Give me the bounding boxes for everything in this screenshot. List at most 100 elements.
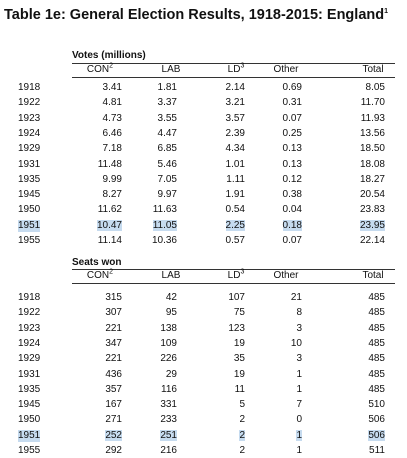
cell-value: 315 xyxy=(105,292,122,303)
cell-value: 6.85 xyxy=(157,143,177,155)
column-header: CON2 xyxy=(75,62,125,76)
cell: 1 xyxy=(252,384,302,396)
cell-value: 9.97 xyxy=(157,189,177,201)
cell: 0.07 xyxy=(252,235,302,247)
cell: 1.11 xyxy=(195,174,245,186)
cell-value: 5 xyxy=(239,399,245,411)
cell-value: 8.27 xyxy=(102,189,122,201)
column-header: LD3 xyxy=(211,269,261,282)
cell-value: 18.27 xyxy=(359,173,385,185)
cell-value: 485 xyxy=(368,353,385,365)
cell-value: 3.57 xyxy=(225,112,245,124)
rule xyxy=(72,77,395,78)
cell-value: 485 xyxy=(368,307,385,319)
column-header: LD3 xyxy=(211,63,261,76)
cell: 5 xyxy=(195,399,245,411)
cell: 0.54 xyxy=(195,204,245,216)
cell: 2.25 xyxy=(195,219,245,232)
row-year: 1945 xyxy=(18,189,41,201)
cell-value: 233 xyxy=(160,414,177,426)
cell-value: 19 xyxy=(233,337,245,349)
row-year: 1924 xyxy=(18,337,41,349)
cell: 18.27 xyxy=(335,174,385,186)
cell: 42 xyxy=(127,292,177,304)
cell: 10.36 xyxy=(127,235,177,247)
cell: 3 xyxy=(252,353,302,365)
cell: 216 xyxy=(127,445,177,457)
cell-value: 511 xyxy=(369,445,385,456)
cell: 11 xyxy=(195,384,245,396)
cell: 3.55 xyxy=(127,113,177,125)
cell: 485 xyxy=(335,369,385,381)
cell: 2.39 xyxy=(195,128,245,140)
rule xyxy=(72,283,395,284)
cell-value: 0.07 xyxy=(282,235,302,246)
cell: 0.25 xyxy=(252,128,302,140)
cell: 1 xyxy=(252,445,302,457)
cell-value: 1 xyxy=(296,368,302,380)
cell: 0.07 xyxy=(252,113,302,125)
cell: 485 xyxy=(335,307,385,319)
column-label: LD xyxy=(227,270,241,281)
cell: 1 xyxy=(252,429,302,442)
row-year: 1929 xyxy=(18,143,41,155)
cell: 2 xyxy=(195,445,245,457)
cell-value: 75 xyxy=(233,307,245,319)
cell-value: 2 xyxy=(239,445,245,456)
cell-value: 23.95 xyxy=(359,219,385,231)
cell: 511 xyxy=(335,445,385,457)
cell: 7.18 xyxy=(72,143,122,155)
column-label: Other xyxy=(273,64,299,75)
footnote-mark: 2 xyxy=(109,268,114,276)
cell: 0.57 xyxy=(195,235,245,247)
cell-value: 2.39 xyxy=(225,127,245,139)
cell-value: 485 xyxy=(368,322,385,334)
cell: 20.54 xyxy=(335,189,385,201)
cell: 226 xyxy=(127,353,177,365)
cell-value: 107 xyxy=(228,292,245,303)
cell-value: 11 xyxy=(234,383,245,395)
cell-value: 11.05 xyxy=(152,219,177,231)
cell-value: 3.41 xyxy=(102,82,122,93)
cell-value: 4.73 xyxy=(102,112,122,124)
table-title: Table 1e: General Election Results, 1918… xyxy=(4,7,388,23)
cell-value: 0.13 xyxy=(282,158,302,170)
cell: 506 xyxy=(335,414,385,426)
cell: 1.91 xyxy=(195,189,245,201)
column-header: Total xyxy=(348,270,398,282)
cell: 29 xyxy=(127,369,177,381)
cell-value: 7.18 xyxy=(102,143,122,155)
cell: 3.37 xyxy=(127,97,177,109)
cell: 0.38 xyxy=(252,189,302,201)
cell: 0.31 xyxy=(252,97,302,109)
cell: 8 xyxy=(252,307,302,319)
cell: 13.56 xyxy=(335,128,385,140)
cell: 11.05 xyxy=(127,219,177,232)
cell-value: 1.11 xyxy=(226,173,245,185)
cell: 23.95 xyxy=(335,219,385,232)
cell: 221 xyxy=(72,323,122,335)
cell: 8.05 xyxy=(335,82,385,94)
row-year: 1935 xyxy=(18,383,41,395)
cell-value: 11.48 xyxy=(97,158,122,170)
cell: 485 xyxy=(335,384,385,396)
column-label: LAB xyxy=(161,64,181,75)
cell-value: 22.14 xyxy=(359,235,385,246)
cell-value: 221 xyxy=(105,353,122,365)
cell-value: 11.70 xyxy=(360,97,385,109)
cell-value: 13.56 xyxy=(359,127,385,139)
cell-value: 7.05 xyxy=(157,173,177,185)
cell-value: 0.13 xyxy=(282,143,302,155)
row-year: 1955 xyxy=(18,445,41,456)
cell-value: 506 xyxy=(368,414,385,426)
cell: 221 xyxy=(72,353,122,365)
cell: 6.85 xyxy=(127,143,177,155)
cell: 2 xyxy=(195,429,245,442)
cell-value: 2.14 xyxy=(225,82,245,93)
footnote-mark: 2 xyxy=(109,62,114,70)
cell-value: 29 xyxy=(165,368,177,380)
cell-value: 10 xyxy=(290,337,302,349)
cell: 11.48 xyxy=(72,159,122,171)
cell: 109 xyxy=(127,338,177,350)
cell-value: 0.54 xyxy=(225,204,245,216)
